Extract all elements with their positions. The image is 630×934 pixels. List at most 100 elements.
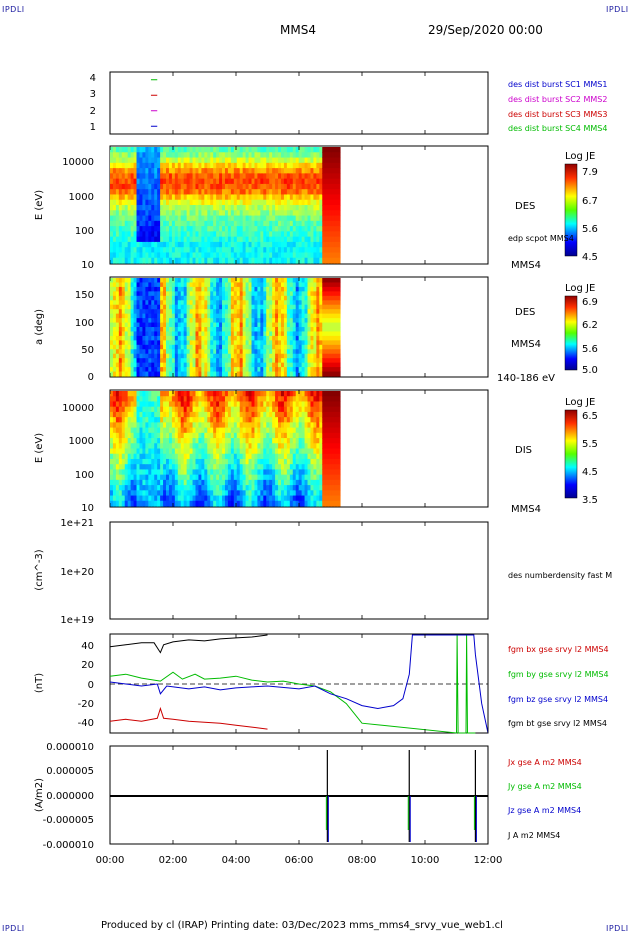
spectrogram-cell <box>227 286 232 292</box>
spectrogram-cell <box>313 401 317 408</box>
spectrogram-cell <box>310 396 315 403</box>
spectrogram-cell <box>280 358 285 364</box>
spectrogram-cell <box>242 313 247 319</box>
spectrogram-cell <box>112 362 117 368</box>
spectrogram-cell <box>245 453 250 460</box>
spectrogram-cell <box>301 362 306 368</box>
spectrogram-cell <box>245 474 250 481</box>
spectrogram-cell <box>213 340 217 346</box>
spectrogram-cell <box>295 331 300 337</box>
spectrogram-cell <box>292 147 297 153</box>
spectrogram-cell <box>177 358 182 364</box>
spectrogram-cell <box>289 257 294 264</box>
spectrogram-cell <box>189 469 194 476</box>
spectrogram-cell <box>198 335 202 341</box>
spectrogram-cell <box>269 199 273 206</box>
spectrogram-cell <box>139 215 144 222</box>
spectrogram-cell <box>224 391 229 397</box>
spectrogram-cell <box>207 231 211 238</box>
spectrogram-cell <box>325 147 329 153</box>
spectrogram-cell <box>257 189 261 196</box>
spectrogram-cell <box>204 300 208 306</box>
spectrogram-cell <box>301 318 306 324</box>
spectrogram-cell <box>298 367 303 373</box>
spectrogram-cell <box>331 183 335 190</box>
spectrogram-cell <box>280 362 285 368</box>
spectrogram-cell <box>198 453 202 460</box>
spectrogram-cell <box>148 313 152 319</box>
spectrogram-cell <box>322 194 326 201</box>
spectrogram-cell <box>213 485 217 491</box>
spectrogram-cell <box>248 205 253 211</box>
spectrogram-cell <box>186 411 191 418</box>
spectrogram-cell <box>278 427 282 434</box>
spectrogram-cell <box>216 313 220 319</box>
spectrogram-cell <box>236 490 241 497</box>
spectrogram-cell <box>177 247 182 254</box>
spectrogram-cell <box>251 340 256 346</box>
spectrogram-cell <box>304 479 309 486</box>
spectrogram-cell <box>204 157 208 164</box>
spectrogram-cell <box>236 469 241 476</box>
spectrogram-cell <box>154 220 158 227</box>
spectrogram-cell <box>233 304 238 310</box>
spectrogram-cell <box>289 411 294 418</box>
spectrogram-cell <box>219 469 223 476</box>
spectrogram-cell <box>142 318 146 324</box>
spectrogram-cell <box>313 291 317 297</box>
spectrogram-cell <box>127 194 132 201</box>
spectrogram-cell <box>180 318 185 324</box>
spectrogram-cell <box>189 438 194 444</box>
spectrogram-cell <box>260 427 264 434</box>
spectrogram-cell <box>260 183 264 190</box>
spectrogram-cell <box>266 479 270 486</box>
spectrogram-cell <box>295 247 300 254</box>
spectrogram-cell <box>325 349 329 355</box>
spectrogram-cell <box>157 422 161 429</box>
spectrogram-cell <box>337 304 341 310</box>
spectrogram-cell <box>304 371 309 377</box>
spectrogram-cell <box>151 147 155 153</box>
spectrogram-cell <box>239 401 244 408</box>
spectrogram-cell <box>180 396 185 403</box>
spectrogram-cell <box>283 353 288 359</box>
spectrogram-cell <box>272 168 276 174</box>
spectrogram-cell <box>110 257 114 264</box>
spectrogram-cell <box>269 241 273 248</box>
spectrogram-cell <box>139 495 144 502</box>
spectrogram-cell <box>216 183 220 190</box>
spectrogram-cell <box>242 340 247 346</box>
spectrogram-cell <box>307 331 312 337</box>
spectrogram-cell <box>248 490 253 497</box>
spectrogram-cell <box>269 304 273 310</box>
spectrogram-cell <box>275 189 279 196</box>
spectrogram-cell <box>316 422 320 429</box>
spectrogram-cell <box>286 300 291 306</box>
spectrogram-cell <box>286 173 291 180</box>
spectrogram-cell <box>154 318 158 324</box>
spectrogram-cell <box>233 147 238 153</box>
spectrogram-cell <box>254 215 259 222</box>
spectrogram-cell <box>266 183 270 190</box>
spectrogram-cell <box>133 331 138 337</box>
spectrogram-cell <box>283 469 288 476</box>
spectrogram-cell <box>136 469 141 476</box>
spectrogram-cell <box>127 371 132 377</box>
spectrogram-cell <box>313 371 317 377</box>
spectrogram-cell <box>283 189 288 196</box>
spectrogram-cell <box>301 448 306 455</box>
spectrogram-cell <box>121 349 126 355</box>
spectrogram-cell <box>192 220 197 227</box>
spectrogram-cell <box>157 432 161 439</box>
spectrogram-cell <box>227 490 232 497</box>
spectrogram-cell <box>127 406 132 413</box>
spectrogram-cell <box>121 282 126 288</box>
spectrogram-cell <box>115 353 120 359</box>
spectrogram-cell <box>263 391 267 397</box>
spectrogram-cell <box>254 331 259 337</box>
spectrogram-cell <box>219 278 223 284</box>
spectrogram-cell <box>283 257 288 264</box>
spectrogram-cell <box>207 226 211 232</box>
spectrogram-cell <box>139 241 144 248</box>
spectrogram-cell <box>210 226 214 232</box>
